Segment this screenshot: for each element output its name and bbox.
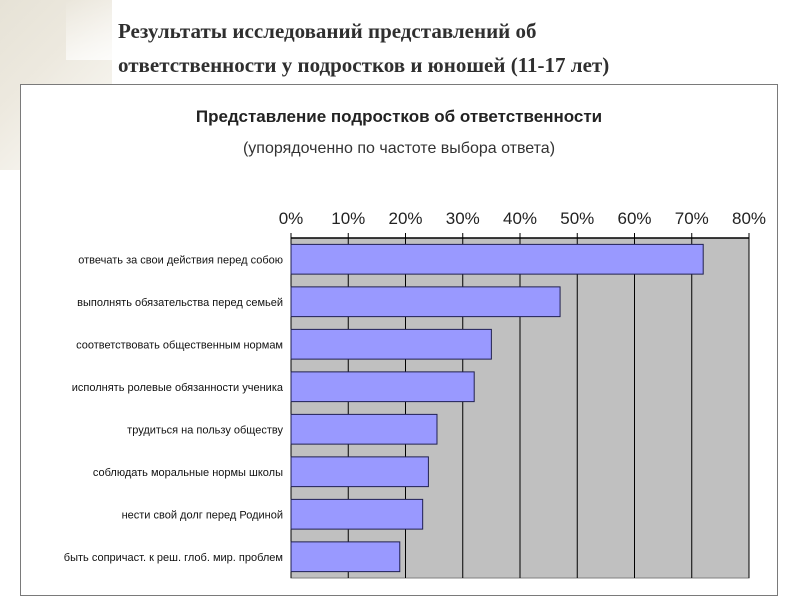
- bar: [290, 541, 401, 573]
- category-label: соответствовать общественным нормам: [76, 339, 283, 351]
- x-tick-label: 50%: [560, 209, 594, 228]
- x-tick-label: 70%: [675, 209, 709, 228]
- x-tick-label: 60%: [617, 209, 651, 228]
- slide-title-line-1: Результаты исследований представлений об: [118, 19, 537, 43]
- slide-title-line-2: ответственности у подростков и юношей (1…: [118, 53, 610, 77]
- x-tick-label: 0%: [279, 209, 304, 228]
- category-label: выполнять обязательства перед семьей: [77, 297, 283, 309]
- bar: [290, 371, 475, 403]
- bar: [290, 456, 429, 488]
- bar: [290, 286, 561, 318]
- category-label: быть сопричаст. к реш. глоб. мир. пробле…: [64, 552, 283, 564]
- bar: [290, 328, 492, 360]
- bar: [290, 243, 704, 275]
- x-tick-label: 80%: [732, 209, 766, 228]
- chart-frame: Представление подростков об ответственно…: [20, 84, 778, 596]
- chart-title: Представление подростков об ответственно…: [196, 107, 602, 126]
- category-label: трудиться на пользу обществу: [127, 424, 283, 436]
- bar: [290, 498, 424, 530]
- x-tick-label: 30%: [446, 209, 480, 228]
- bar-chart: Представление подростков об ответственно…: [64, 107, 766, 579]
- category-label: исполнять ролевые обязанности ученика: [72, 382, 284, 394]
- category-label: нести свой долг перед Родиной: [122, 509, 283, 521]
- slide-title: Результаты исследований представлений об…: [118, 14, 778, 82]
- x-tick-label: 20%: [388, 209, 422, 228]
- bar: [290, 413, 438, 445]
- x-tick-label: 40%: [503, 209, 537, 228]
- category-label: отвечать за свои действия перед собою: [78, 254, 283, 266]
- chart-subtitle: (упорядоченно по частоте выбора ответа): [243, 140, 555, 157]
- x-tick-label: 10%: [331, 209, 365, 228]
- category-label: соблюдать моральные нормы школы: [93, 467, 283, 479]
